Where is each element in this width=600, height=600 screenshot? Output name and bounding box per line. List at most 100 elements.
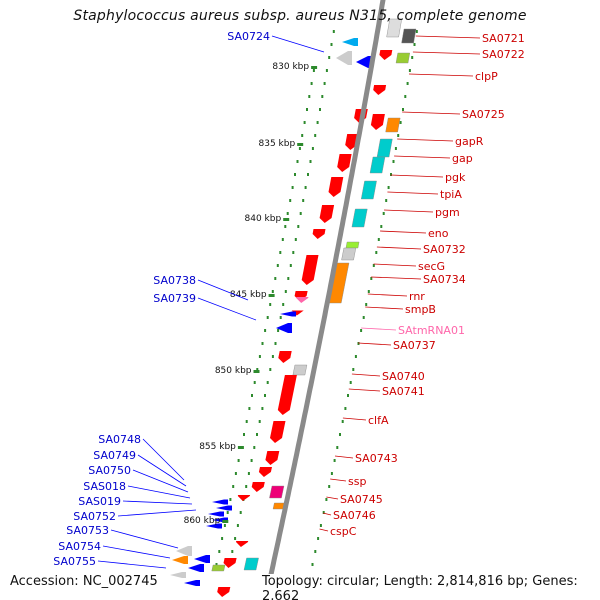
gc-dot: [276, 264, 279, 267]
leader-line: [365, 306, 404, 310]
leader-line: [142, 438, 185, 481]
leader-line: [383, 209, 434, 213]
gc-dot: [279, 251, 282, 254]
gc-dot: [328, 56, 331, 59]
leader-line: [379, 230, 427, 234]
gene-label-right: eno: [428, 227, 449, 240]
gc-dot: [312, 69, 315, 72]
ruler-label: 845 kbp: [230, 290, 267, 300]
leader-line: [402, 111, 461, 115]
gc-dot: [237, 459, 240, 462]
gc-dot: [385, 199, 388, 202]
gc-dot: [302, 199, 305, 202]
leader-line: [110, 529, 179, 549]
gc-dot: [256, 368, 259, 371]
ruler: 830 kbp 835 kbp 840 kbp 845 kbp 850 kbp 855 k…: [184, 62, 318, 526]
gene-feature-box: [211, 564, 226, 572]
ruler-label: 840 kbp: [245, 214, 282, 224]
gc-dot: [362, 316, 365, 319]
gene-feature-reverse: [280, 311, 296, 317]
gene-labels: SA0721 SA0722 clpP SA0725 gapR gap pgk tpiA pgm e…: [53, 30, 524, 568]
gene-feature: [360, 180, 377, 200]
gc-dot: [352, 368, 355, 371]
leader-line: [319, 528, 329, 532]
gene-label-left: SA0755: [53, 555, 96, 568]
gc-dot: [413, 43, 416, 46]
gc-dot: [321, 95, 324, 98]
gene-label-right: rnr: [409, 290, 425, 303]
leader-line: [397, 138, 454, 142]
gene-feature-arrow: [223, 558, 237, 568]
gene-feature-box: [369, 156, 386, 174]
gc-dot: [332, 30, 335, 33]
ruler-label: 850 kbp: [215, 366, 252, 376]
gc-dot: [226, 511, 229, 514]
gc-dot: [258, 420, 261, 423]
ruler-tick: [297, 143, 304, 146]
genome-title: Staphylococcus aureus subsp. aureus N315…: [73, 8, 527, 24]
gene-feature-reverse: [188, 564, 204, 572]
gene-label-right: tpiA: [440, 188, 462, 201]
gene-feature: [341, 247, 357, 261]
accession-text: Accession: NC_002745: [8, 574, 160, 589]
gene-label-left: SA0724: [227, 30, 270, 43]
gc-dot: [360, 329, 363, 332]
genome-backbone: [262, 0, 386, 600]
gc-dot: [279, 316, 282, 319]
gene-label-right: cspC: [330, 525, 357, 538]
gene-feature-arrow: [277, 375, 297, 415]
gc-dot: [258, 355, 261, 358]
gc-dot: [390, 173, 392, 176]
gc-dot: [308, 95, 311, 98]
gc-dot: [261, 407, 264, 410]
gc-dot: [274, 277, 277, 280]
gene-feature-arrow: [337, 154, 352, 172]
gc-dot: [239, 511, 242, 514]
gene-feature-box: [360, 180, 377, 200]
gene-feature-reverse: [172, 556, 188, 564]
gc-dot: [215, 563, 218, 566]
gene-label-right: SA0745: [340, 493, 383, 506]
gene-feature-box: [395, 52, 411, 64]
leader-line: [412, 51, 481, 55]
gene-label-right: gap: [452, 152, 473, 165]
leader-line: [348, 388, 381, 392]
gene-label-right: gapR: [455, 135, 484, 148]
gc-dot: [399, 121, 402, 124]
ruler-tick: [311, 66, 318, 69]
gc-dot: [349, 381, 352, 384]
leader-line: [371, 276, 422, 280]
leader-line: [326, 496, 339, 500]
gc-dot: [294, 238, 297, 241]
leader-line: [97, 560, 167, 569]
gc-dot: [266, 316, 269, 319]
gc-dot: [245, 420, 248, 423]
leader-line: [367, 293, 408, 297]
leader-line: [415, 35, 481, 39]
gc-dot: [266, 381, 269, 384]
gene-label-right: SA0725: [462, 108, 505, 121]
gene-label-right: SA0734: [423, 273, 466, 286]
gene-feature-box: [345, 241, 360, 249]
gene-feature-reverse: [212, 499, 228, 505]
gene-feature: [345, 241, 360, 249]
leader-line: [102, 545, 171, 559]
gene-feature-reverse: [356, 56, 372, 68]
gene-label-left: SA0750: [88, 464, 131, 477]
gene-label-left: SA0749: [93, 449, 136, 462]
gene-feature: [385, 117, 401, 133]
gc-dot: [297, 225, 300, 228]
gc-dot: [402, 108, 404, 111]
gene-label-right: SA0740: [382, 370, 425, 383]
gene-feature-reverse: [206, 523, 222, 529]
gene-feature: [369, 156, 386, 174]
gene-label-left: SAS019: [78, 495, 121, 508]
ruler-label: 860 kbp: [184, 516, 221, 526]
gene-feature-box: [243, 557, 259, 571]
gene-feature: [351, 208, 368, 228]
gc-dot: [314, 134, 317, 137]
gene-label-left: SA0754: [58, 540, 101, 553]
leader-line: [137, 454, 187, 487]
